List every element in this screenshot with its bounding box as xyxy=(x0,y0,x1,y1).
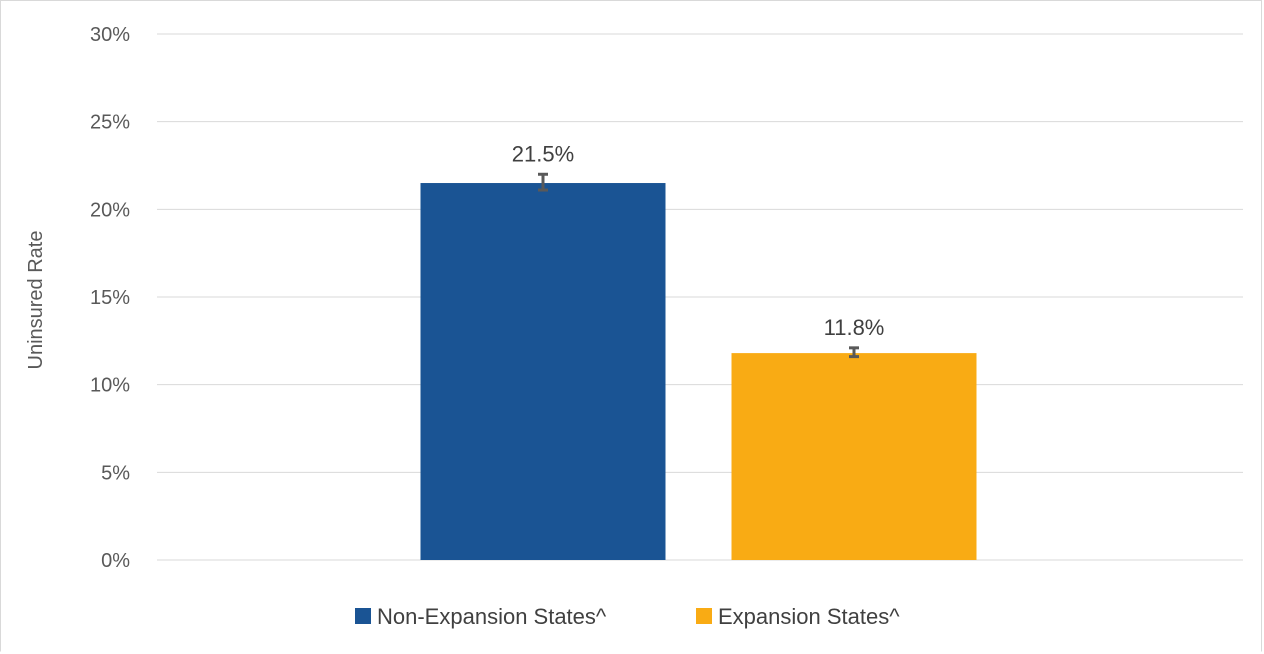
data-label: 11.8% xyxy=(824,315,885,340)
legend-swatch xyxy=(696,608,712,624)
y-axis-ticks: 0% 5% 10% 15% 20% 25% 30% xyxy=(90,24,130,572)
bars xyxy=(420,183,977,561)
y-tick-label: 25% xyxy=(90,112,130,134)
legend-label: Expansion States^ xyxy=(718,604,900,629)
gridlines xyxy=(157,33,1243,561)
legend-item: Expansion States^ xyxy=(696,604,900,629)
data-label: 21.5% xyxy=(512,141,574,166)
y-tick-label: 0% xyxy=(101,550,130,572)
legend-label: Non-Expansion States^ xyxy=(377,604,607,629)
bar xyxy=(731,353,977,560)
legend-swatch xyxy=(355,608,371,624)
error-bars xyxy=(538,172,859,359)
data-labels: 21.5% 11.8% xyxy=(512,141,885,340)
error-bar xyxy=(849,346,859,359)
legend-item: Non-Expansion States^ xyxy=(355,604,607,629)
legend: Non-Expansion States^ Expansion States^ xyxy=(355,604,900,629)
bar xyxy=(420,183,666,561)
y-tick-label: 5% xyxy=(101,462,130,484)
y-tick-label: 10% xyxy=(90,375,130,397)
y-axis-label: Uninsured Rate xyxy=(25,231,47,370)
y-tick-label: 30% xyxy=(90,24,130,46)
error-bar xyxy=(538,172,548,192)
y-tick-label: 20% xyxy=(90,199,130,221)
y-tick-label: 15% xyxy=(90,287,130,309)
